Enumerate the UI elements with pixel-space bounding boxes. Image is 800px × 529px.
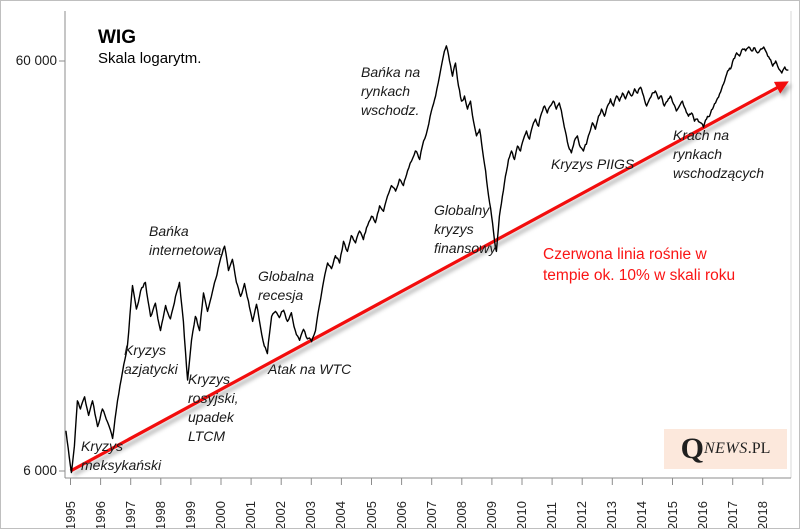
annotation-krach-rynki-wschodzace: Krach na rynkach wschodzących xyxy=(673,127,765,181)
x-axis-label-1999: 1999 xyxy=(182,501,198,529)
x-axis-ticks xyxy=(70,478,764,485)
annotation-kryzys-azjatycki: Kryzys azjatycki xyxy=(124,342,178,377)
x-axis-label-1996: 1996 xyxy=(92,501,108,529)
x-axis-label-2002: 2002 xyxy=(273,501,289,529)
trend-arrow-line xyxy=(69,81,789,473)
x-axis-label-2009: 2009 xyxy=(483,501,499,529)
x-axis-label-1998: 1998 xyxy=(152,501,168,529)
annotation-kryzys-rosyjski-ltcm: Kryzys rosyjski, upadek LTCM xyxy=(188,371,239,444)
x-axis-label-2004: 2004 xyxy=(333,501,349,529)
qnews-logo: Q NEWS .PL xyxy=(664,429,787,469)
x-axis-label-2011: 2011 xyxy=(544,502,560,529)
annotation-kryzys-meksykanski: Kryzys meksykański xyxy=(81,438,162,473)
x-axis-label-2005: 2005 xyxy=(363,501,379,529)
wig-series-line xyxy=(65,45,789,474)
y-axis-label-60000: 60 000 xyxy=(15,53,57,68)
logo-news-text: NEWS xyxy=(703,440,748,457)
x-axis-label-1997: 1997 xyxy=(122,501,138,529)
annotation-trend-note: Czerwona linia rośnie w tempie ok. 10% w … xyxy=(543,246,736,284)
x-axis-label-2008: 2008 xyxy=(453,501,469,529)
x-axis-label-2003: 2003 xyxy=(303,501,319,529)
x-axis-label-2014: 2014 xyxy=(634,501,650,529)
x-axis-label-2001: 2001 xyxy=(243,501,259,529)
annotation-atak-na-wtc: Atak na WTC xyxy=(268,361,352,377)
annotation-banka-rynki-wschodzace: Bańka na rynkach wschodz. xyxy=(361,64,421,118)
y-axis-label-6000: 6 000 xyxy=(23,463,57,478)
x-axis-label-2016: 2016 xyxy=(694,501,710,529)
x-axis-label-2006: 2006 xyxy=(393,501,409,529)
x-axis-label-2007: 2007 xyxy=(423,501,439,529)
x-axis-label-1995: 1995 xyxy=(62,501,78,529)
annotation-globalna-recesja: Globalna recesja xyxy=(258,268,315,303)
x-axis-label-2018: 2018 xyxy=(754,501,770,529)
x-axis-label-2012: 2012 xyxy=(574,501,590,529)
annotation-kryzys-piigs: Kryzys PIIGS xyxy=(551,156,635,172)
annotation-globalny-kryzys-finansowy: Globalny kryzys finansowy xyxy=(434,202,497,256)
x-axis-label-2017: 2017 xyxy=(724,501,740,529)
annotation-banka-internetowa: Bańka internetowa xyxy=(149,223,222,258)
x-axis-label-2010: 2010 xyxy=(514,501,529,529)
logo-pl-text: .PL xyxy=(747,440,771,457)
x-axis-label-2013: 2013 xyxy=(604,501,620,529)
chart-subtitle: Skala logarytm. xyxy=(98,50,202,67)
x-axis-label-2015: 2015 xyxy=(664,501,680,529)
x-axis-label-2000: 2000 xyxy=(213,501,228,529)
chart-title: WIG xyxy=(98,27,136,48)
logo-letter-q: Q xyxy=(680,432,704,465)
